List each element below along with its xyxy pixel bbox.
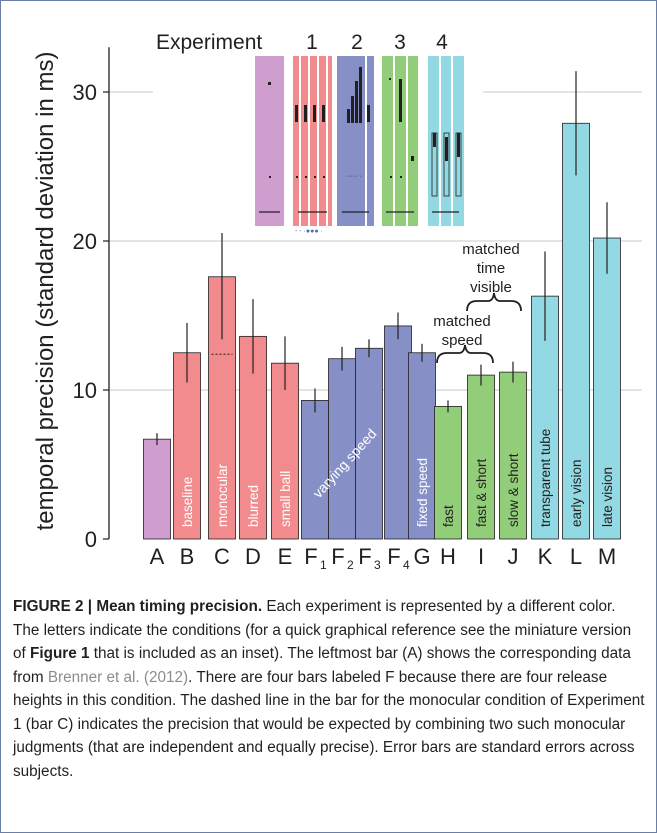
inset-mark xyxy=(296,176,298,178)
bar-label-L: early vision xyxy=(569,459,584,527)
caption-label: FIGURE 2 | Mean timing precision. xyxy=(13,598,263,615)
bar-M xyxy=(593,237,621,540)
x-tick-subscript-F4: 4 xyxy=(403,558,410,572)
y-tick-label: 30 xyxy=(73,80,97,105)
bar-L xyxy=(562,122,590,540)
inset-mark xyxy=(400,176,402,178)
inset-mark xyxy=(295,105,298,122)
x-tick-label-M: M xyxy=(598,544,616,569)
bar-E xyxy=(271,362,299,540)
bar-B xyxy=(173,352,201,540)
x-tick-label-F3: F xyxy=(358,544,371,569)
bar-label-E: small ball xyxy=(278,471,293,527)
x-tick-label-E: E xyxy=(278,544,293,569)
y-tick-label: 0 xyxy=(85,527,97,552)
caption-text-3: . There are four bars labeled F because … xyxy=(13,668,645,780)
inset-mark xyxy=(313,105,316,122)
inset-mark xyxy=(305,176,307,178)
bar-I xyxy=(467,374,495,540)
annotation-matched-speed-line2: speed xyxy=(442,332,483,349)
x-tick-label-H: H xyxy=(440,544,456,569)
inset-mark xyxy=(269,176,271,178)
x-tick-label-C: C xyxy=(214,544,230,569)
inset-mark xyxy=(411,156,414,161)
annotation-matched-speed-line1: matched xyxy=(433,313,491,330)
brace-matched-speed xyxy=(436,344,494,364)
inset-mark xyxy=(355,81,358,123)
x-tick-label-F1: F xyxy=(304,544,317,569)
inset-mark xyxy=(389,78,391,80)
annotation-matched-time-line1: matched xyxy=(462,241,520,258)
inset-mark xyxy=(304,105,307,122)
bar-label-B: baseline xyxy=(180,477,195,527)
caption-citation-link[interactable]: Brenner et al. (2012) xyxy=(47,668,189,686)
inset-mark: ····· · xyxy=(346,173,362,180)
x-tick-label-J: J xyxy=(508,544,519,569)
bar-J xyxy=(499,371,527,540)
inset-title: Experiment xyxy=(156,31,262,54)
bar-label-J: slow & short xyxy=(506,453,521,527)
inset-experiment-number: 3 xyxy=(394,31,406,54)
inset-mark xyxy=(399,79,402,122)
y-axis-title: temporal precision (standard deviation i… xyxy=(32,52,59,531)
inset-experiment-number: 1 xyxy=(306,31,318,54)
x-tick-subscript-F3: 3 xyxy=(374,558,381,572)
bar-F1 xyxy=(301,400,329,540)
bar-label-D: blurred xyxy=(246,485,261,527)
x-tick-label-G: G xyxy=(413,544,430,569)
inset-experiment-number: 2 xyxy=(351,31,363,54)
inset-mark: - - ·●●● · xyxy=(295,228,323,235)
inset-mark xyxy=(367,105,370,122)
brace-matched-time xyxy=(466,292,522,312)
bar-label-C: monocular xyxy=(215,463,230,527)
inset-mark xyxy=(347,109,350,123)
bar-H xyxy=(434,405,462,540)
x-tick-subscript-F2: 2 xyxy=(347,558,354,572)
bar-label-M: late vision xyxy=(600,467,615,527)
figure-caption: FIGURE 2 | Mean timing precision. Each e… xyxy=(13,595,645,783)
inset-mark xyxy=(323,176,325,178)
y-tick-label: 10 xyxy=(73,378,97,403)
x-tick-label-K: K xyxy=(538,544,553,569)
inset-mark xyxy=(443,132,450,197)
inset-mark xyxy=(445,137,448,161)
inset-panel-A xyxy=(255,56,284,226)
bar-label-H: fast xyxy=(441,505,456,527)
x-tick-label-D: D xyxy=(245,544,261,569)
inset-mark xyxy=(457,133,460,157)
x-tick-label-L: L xyxy=(570,544,582,569)
x-tick-subscript-F1: 1 xyxy=(320,558,327,572)
inset-mark xyxy=(351,96,354,123)
bar-chart: temporal precision (standard deviation i… xyxy=(1,1,657,584)
inset-mark xyxy=(322,105,325,122)
bar-label-K: transparent tube xyxy=(538,429,553,527)
y-tick-label: 20 xyxy=(73,229,97,254)
x-tick-label-A: A xyxy=(150,544,165,569)
inset-mark xyxy=(268,82,271,85)
annotation-matched-time-line2: time xyxy=(477,260,505,277)
caption-text-1: Each experiment is represented by a diff… xyxy=(13,598,632,662)
caption-figure-ref[interactable]: Figure 1 xyxy=(30,645,90,662)
bar-label-I: fast & short xyxy=(474,458,489,527)
x-tick-label-F2: F xyxy=(331,544,344,569)
bar-label-G: fixed speed xyxy=(415,458,430,527)
x-tick-label-I: I xyxy=(478,544,484,569)
x-tick-label-B: B xyxy=(180,544,195,569)
x-tick-label-F4: F xyxy=(387,544,400,569)
inset-mark xyxy=(433,133,436,147)
annotation-matched-time-line3: visible xyxy=(470,279,512,296)
bar-A xyxy=(143,438,171,540)
inset-mark xyxy=(359,67,362,123)
chart-svg: temporal precision (standard deviation i… xyxy=(32,23,642,572)
caption-text-2: that is included as an inset). The leftm… xyxy=(13,645,631,686)
bar-F2 xyxy=(328,358,356,540)
inset-experiment-number: 4 xyxy=(436,31,448,54)
inset-mark xyxy=(314,176,316,178)
bar-F4 xyxy=(384,325,412,540)
inset-mark xyxy=(390,176,392,178)
